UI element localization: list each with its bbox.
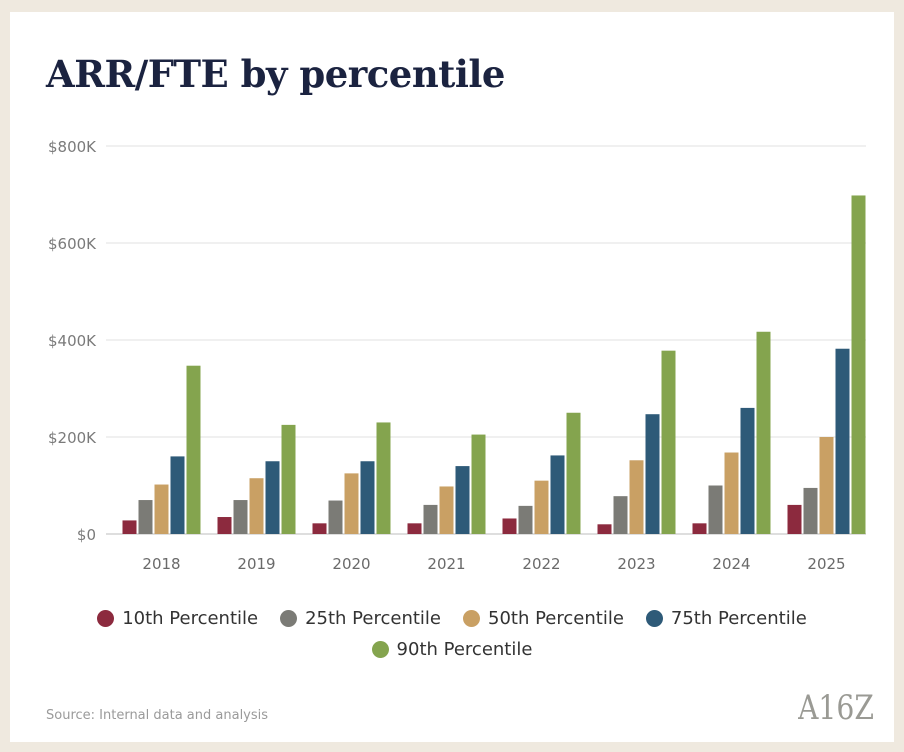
y-tick-label: $200K [48,429,97,447]
bar [597,524,612,534]
legend-label-25th: 25th Percentile [305,608,441,629]
bar [233,500,248,534]
bar [344,473,359,534]
bar [122,520,137,534]
bar [265,461,280,534]
bar [376,422,391,534]
bar [407,523,422,534]
bar [803,487,818,534]
bar [566,412,581,534]
y-tick-label: $600K [48,235,97,253]
bar [170,456,185,534]
bar [629,460,644,534]
bar [692,523,707,534]
legend-item-90th: 90th Percentile [371,639,533,660]
bar [851,195,866,534]
bar [439,486,454,534]
legend-label-10th: 10th Percentile [122,608,259,629]
y-tick-label: $800K [48,138,97,156]
bar [455,466,470,534]
legend-dot-50th [463,610,480,627]
chart-card: ARR/FTE by percentile $0 $200K $400K $600K $… [10,12,894,742]
legend-label-90th: 90th Percentile [396,639,533,660]
bar [423,504,438,534]
x-tick-label: 2020 [332,555,370,573]
bar [740,407,755,534]
bar [312,523,327,534]
x-tick-label: 2018 [142,555,180,573]
legend-item-50th: 50th Percentile [463,608,624,629]
legend-row-2: 90th Percentile [10,639,894,660]
legend-item-10th: 10th Percentile [97,608,258,629]
bar [534,480,549,534]
bar [819,437,834,534]
chart-title: ARR/FTE by percentile [46,52,505,96]
legend-dot-10th [97,610,115,627]
bar [835,348,850,534]
legend-dot-75th [645,610,663,627]
a16z-logo: A16Z [798,688,874,726]
x-tick-label: 2019 [237,555,275,573]
bar [613,496,628,534]
bar [217,517,232,534]
legend-item-75th: 75th Percentile [645,608,807,629]
legend-label-50th: 50th Percentile [488,608,624,629]
legend-label-75th: 75th Percentile [670,608,807,629]
bar [502,518,517,534]
y-tick-label: $0 [77,526,96,544]
bar [661,350,676,534]
legend-dot-25th [280,610,298,627]
bar [518,505,533,534]
legend-dot-90th [371,641,389,658]
bar [756,331,771,534]
bar [138,500,153,534]
x-tick-label: 2023 [617,555,655,573]
legend-row-1: 10th Percentile 25th Percentile 50th Per… [10,608,894,629]
x-tick-label: 2025 [807,555,845,573]
bar [328,500,343,534]
bar [550,455,565,534]
legend-item-25th: 25th Percentile [280,608,441,629]
bar [645,414,660,534]
chart-legend: 10th Percentile 25th Percentile 50th Per… [10,608,894,670]
bar [186,365,201,534]
bar-chart: $0 $200K $400K $600K $800K 2018 2019 2020 2021 20… [48,138,866,573]
x-tick-label: 2024 [712,555,750,573]
bar [471,434,486,534]
source-note: Source: Internal data and analysis [46,708,269,723]
bar [249,478,264,534]
bar [360,461,375,534]
bar [708,485,723,534]
bar [724,452,739,534]
bar [281,424,296,534]
bar [154,484,169,534]
x-tick-label: 2022 [522,555,560,573]
logo-text: A16Z [798,688,874,726]
x-tick-label: 2021 [427,555,465,573]
y-tick-label: $400K [48,332,97,350]
bar [787,504,802,534]
